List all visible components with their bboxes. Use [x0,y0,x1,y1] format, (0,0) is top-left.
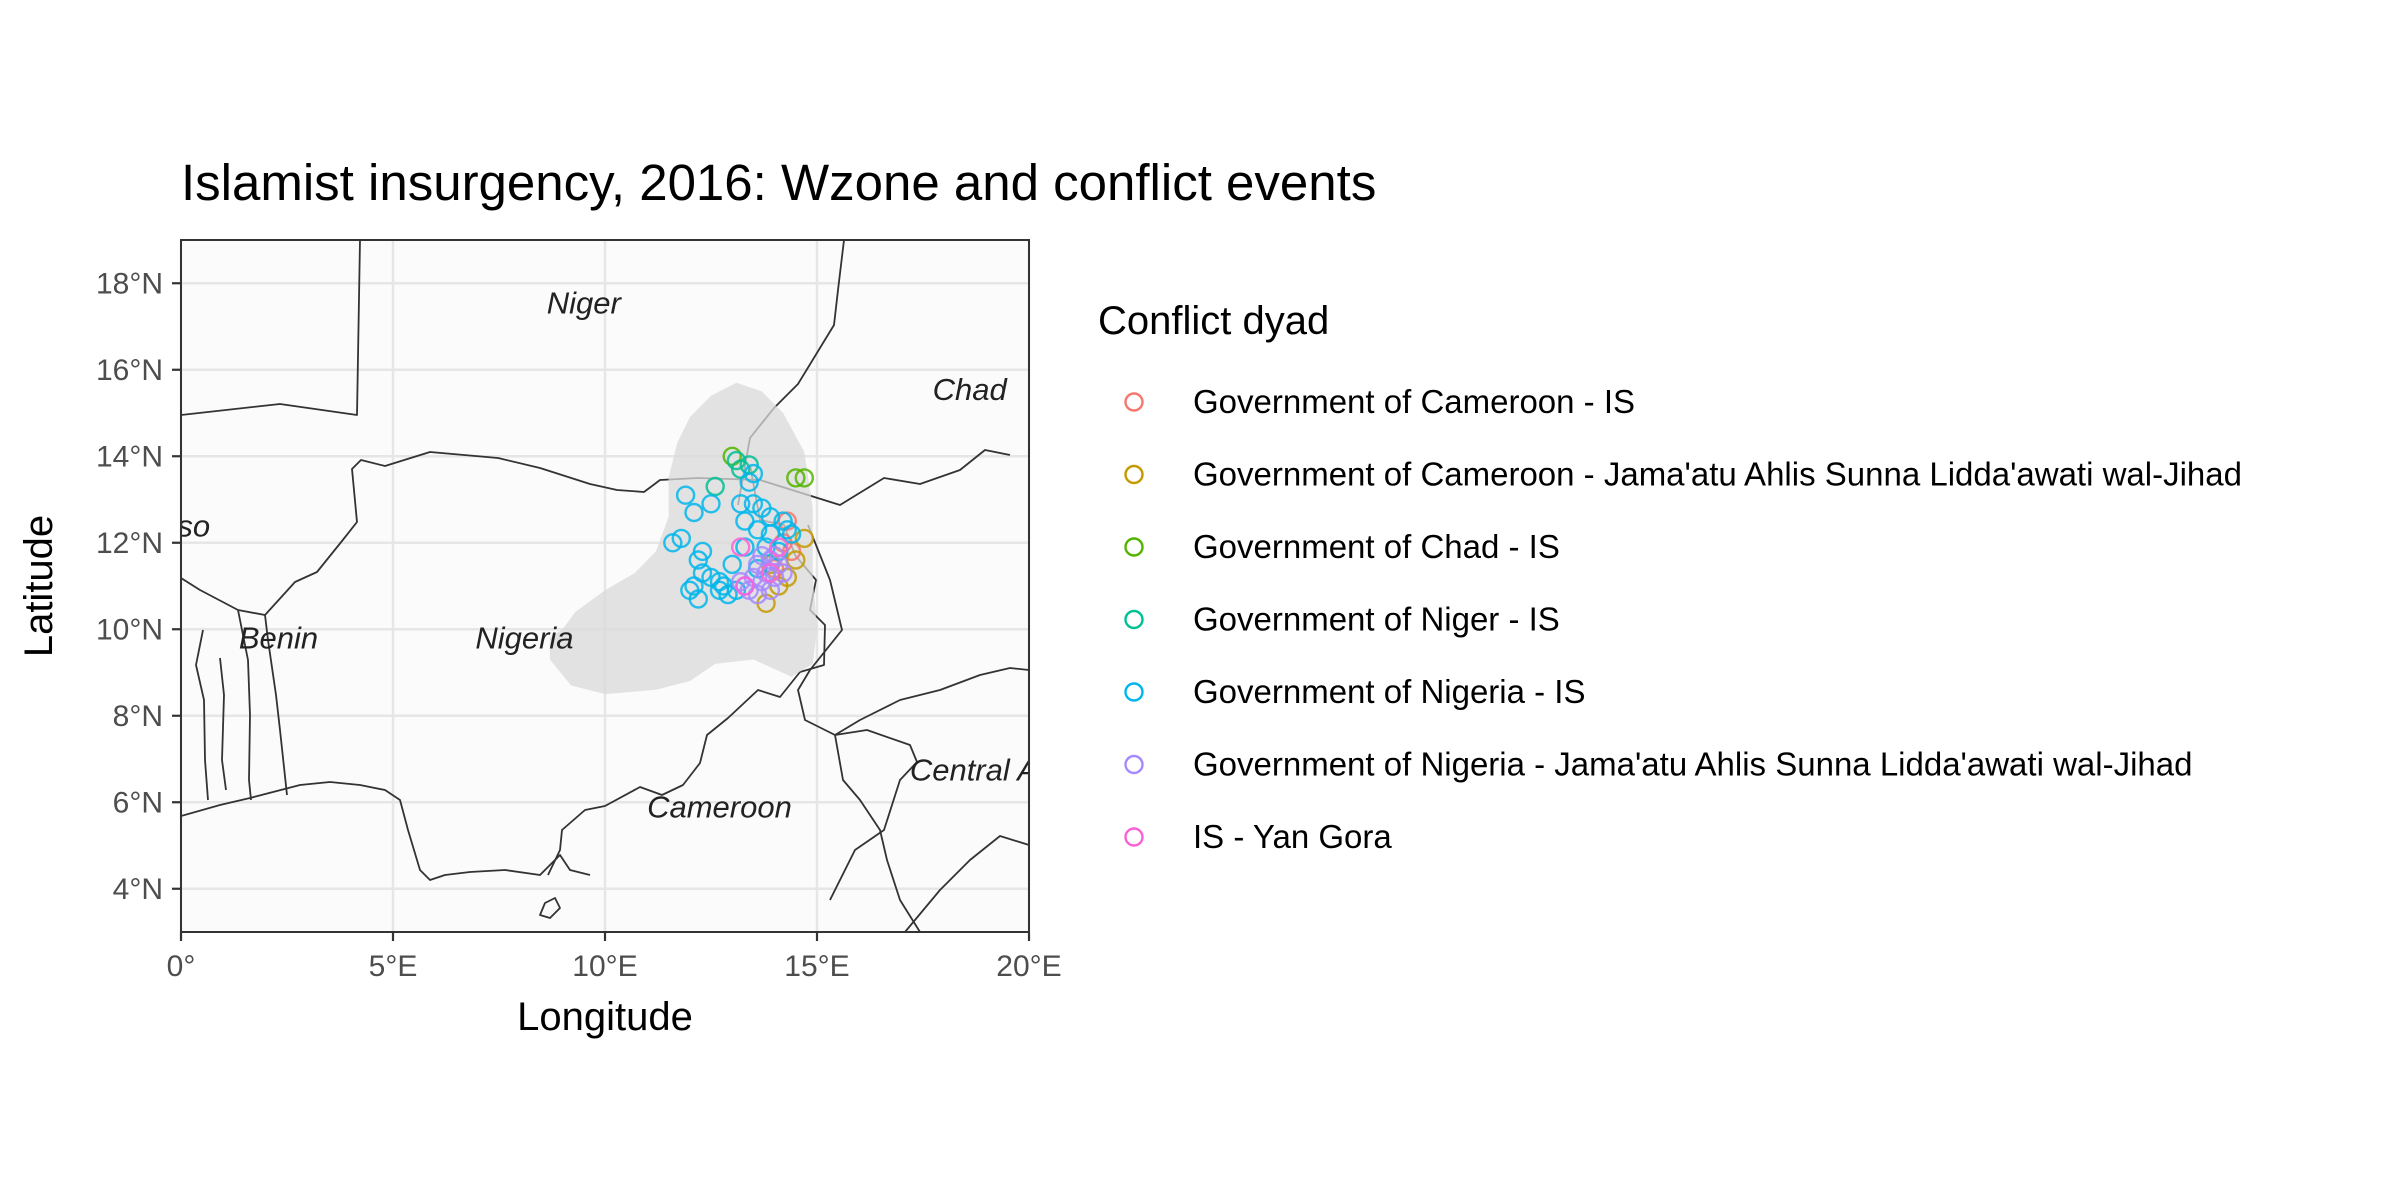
event-point [731,494,751,514]
event-point [675,485,696,505]
y-tick-label: 4°N [113,873,163,906]
event-point [692,541,713,562]
legend-title: Conflict dyad [1098,299,1329,343]
country-label: Chad [933,372,1009,407]
x-tick-label: 0° [167,950,196,983]
event-point [743,494,764,514]
event-point [752,546,772,566]
y-axis-label: Latitude [17,515,61,657]
x-tick-label: 10°E [572,950,637,983]
event-point [684,576,704,596]
y-tick-label: 12°N [96,527,163,560]
cameroon-chad-border [797,524,918,901]
niger-west-border [181,240,361,416]
x-axis-label: Longitude [517,995,693,1039]
legend-key [1124,682,1144,702]
legend-key [1124,609,1144,630]
legend-item-label: Government of Nigeria - IS [1193,673,1586,710]
x-axis: 0° 5°E 10°E 15°E 20°E [167,932,1062,983]
country-label: Benin [239,621,318,656]
country-labels: Niger Chad so Benin Nigeria Cameroon Central A [177,286,1038,825]
coastline [181,781,591,881]
car-south-border [904,835,1029,932]
conflict-event-points [663,446,814,613]
event-point [786,468,806,488]
y-tick-label: 10°N [96,613,163,646]
x-tick-label: 20°E [996,950,1061,983]
niger-nigeria-border [181,449,1011,616]
gridlines [179,240,1031,932]
legend-key [1124,754,1144,775]
y-tick-label: 8°N [113,700,163,733]
bioko-island [539,897,561,919]
y-tick-label: 14°N [96,440,163,473]
country-label: Niger [547,286,623,321]
event-point [671,528,691,549]
legend-key [1124,392,1144,412]
car-north-border [834,667,1029,736]
legend-item-label: IS - Yan Gora [1193,818,1392,855]
y-tick-label: 6°N [113,786,163,819]
legend-item-label: Government of Cameroon - Jama'atu Ahlis … [1193,456,2242,493]
event-point [701,494,721,514]
legend-item-label: Government of Cameroon - IS [1193,383,1635,420]
event-point [760,563,781,583]
legend: Conflict dyad Government of Cameroon - I… [1098,299,2242,855]
legend-item-label: Government of Nigeria - Jama'atu Ahlis S… [1193,746,2192,783]
event-point [722,554,742,575]
legend-key [1124,827,1144,847]
togo-ghana-border [195,629,227,801]
event-point [726,450,747,471]
event-point [709,580,730,600]
event-point [731,572,751,592]
x-tick-label: 15°E [784,950,849,983]
legend-item-label: Government of Chad - IS [1193,528,1560,565]
event-point [794,468,814,488]
legend-item-label: Government of Niger - IS [1193,601,1560,638]
country-label: Cameroon [647,789,792,824]
car-west-border [834,734,921,932]
wzone-area [549,382,817,695]
event-point [684,502,704,523]
event-point [731,537,751,557]
event-point [760,507,781,527]
y-axis: 4°N 6°N 8°N 10°N 12°N 14°N 16°N 18°N [96,267,181,906]
event-point [747,520,768,540]
event-point [777,520,797,540]
event-point [769,537,789,557]
benin-outline [237,609,288,801]
country-borders [181,240,1029,932]
event-point [773,563,793,583]
legend-key [1124,464,1144,485]
country-label: Nigeria [475,621,573,656]
y-tick-label: 16°N [96,354,163,387]
event-point [735,576,755,596]
x-tick-label: 5°E [369,950,418,983]
event-point [705,476,725,497]
event-point [743,463,764,484]
event-point [794,528,814,549]
y-tick-label: 18°N [96,267,163,300]
country-label: so [177,508,210,543]
event-point [680,580,700,600]
legend-key [1124,537,1144,557]
country-label: Central A [910,753,1038,788]
chart-title: Islamist insurgency, 2016: Wzone and con… [181,154,1376,211]
event-point [773,511,793,531]
